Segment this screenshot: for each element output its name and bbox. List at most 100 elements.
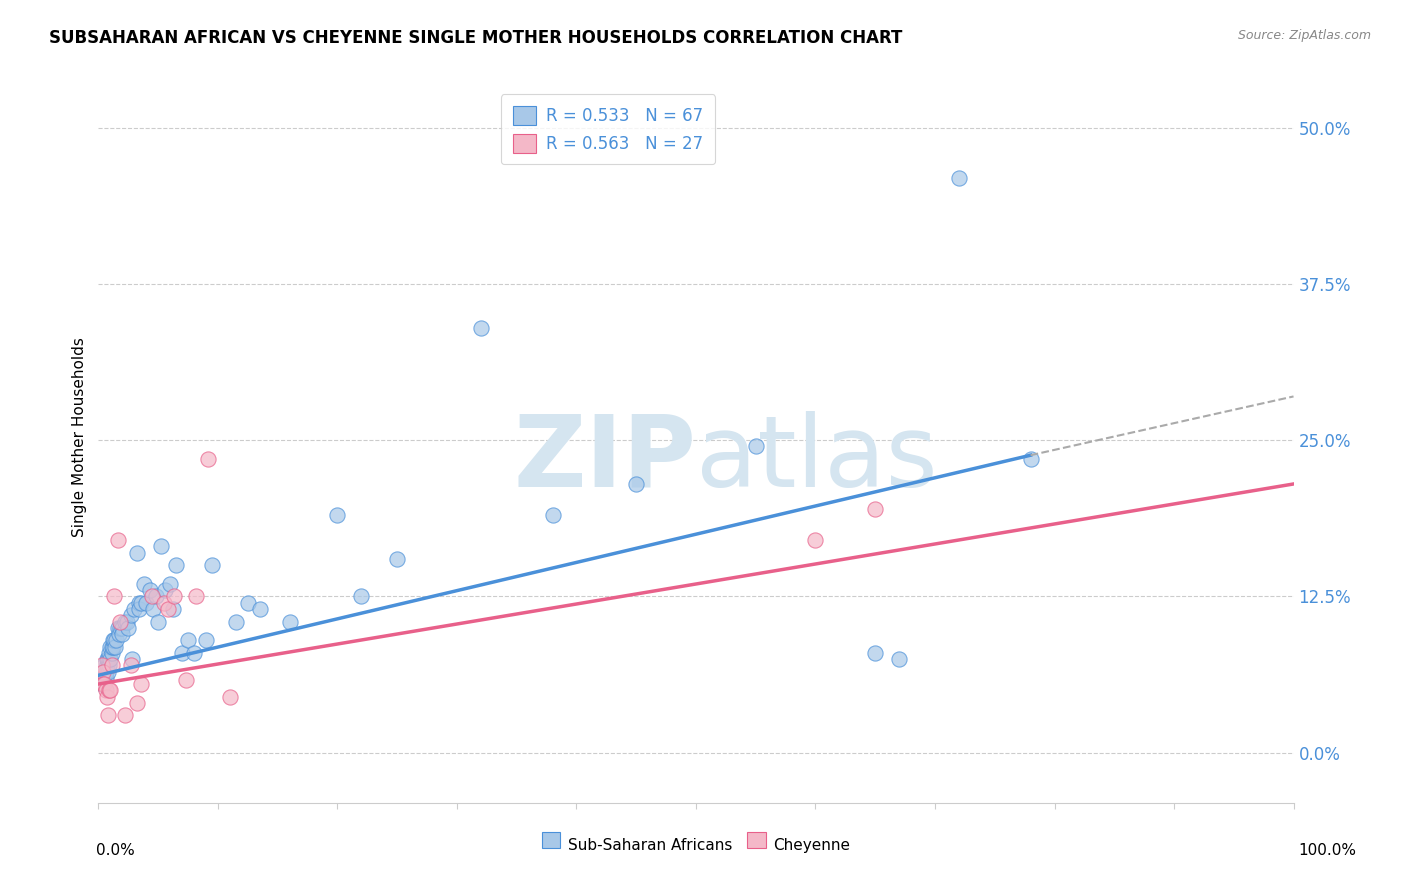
Sub-Saharan Africans bbox=[94, 671, 117, 685]
Sub-Saharan Africans bbox=[103, 633, 125, 648]
Sub-Saharan Africans bbox=[201, 558, 224, 573]
Cheyenne bbox=[91, 658, 114, 673]
Sub-Saharan Africans bbox=[100, 640, 122, 654]
Cheyenne bbox=[141, 590, 163, 604]
Cheyenne bbox=[103, 590, 125, 604]
Cheyenne bbox=[107, 533, 129, 548]
Sub-Saharan Africans bbox=[470, 320, 492, 334]
Sub-Saharan Africans bbox=[145, 590, 167, 604]
Sub-Saharan Africans bbox=[626, 477, 648, 491]
Sub-Saharan Africans bbox=[155, 583, 177, 598]
Y-axis label: Single Mother Households: Single Mother Households bbox=[72, 337, 87, 537]
Sub-Saharan Africans bbox=[149, 540, 172, 554]
Sub-Saharan Africans bbox=[177, 633, 200, 648]
Sub-Saharan Africans bbox=[101, 640, 124, 654]
Sub-Saharan Africans bbox=[165, 558, 187, 573]
Cheyenne bbox=[94, 683, 117, 698]
Sub-Saharan Africans bbox=[172, 646, 194, 660]
Sub-Saharan Africans bbox=[91, 677, 114, 691]
Cheyenne bbox=[96, 690, 118, 704]
Sub-Saharan Africans bbox=[98, 658, 121, 673]
Sub-Saharan Africans bbox=[114, 615, 136, 629]
Cheyenne bbox=[108, 615, 131, 629]
Sub-Saharan Africans bbox=[236, 596, 259, 610]
Sub-Saharan Africans bbox=[105, 633, 128, 648]
Cheyenne bbox=[865, 502, 887, 516]
Cheyenne bbox=[97, 708, 120, 723]
Cheyenne bbox=[131, 677, 153, 691]
Text: SUBSAHARAN AFRICAN VS CHEYENNE SINGLE MOTHER HOUSEHOLDS CORRELATION CHART: SUBSAHARAN AFRICAN VS CHEYENNE SINGLE MO… bbox=[49, 29, 903, 46]
Sub-Saharan Africans bbox=[98, 652, 122, 666]
Sub-Saharan Africans bbox=[326, 508, 349, 523]
Text: ZIP: ZIP bbox=[513, 410, 696, 508]
Sub-Saharan Africans bbox=[107, 627, 129, 641]
Sub-Saharan Africans bbox=[120, 608, 142, 623]
Sub-Saharan Africans bbox=[98, 646, 121, 660]
Sub-Saharan Africans bbox=[1019, 452, 1042, 467]
Sub-Saharan Africans bbox=[108, 621, 131, 635]
Cheyenne bbox=[219, 690, 242, 704]
Sub-Saharan Africans bbox=[148, 615, 170, 629]
Sub-Saharan Africans bbox=[350, 590, 373, 604]
Cheyenne bbox=[120, 658, 142, 673]
Sub-Saharan Africans bbox=[865, 646, 887, 660]
Sub-Saharan Africans bbox=[94, 665, 117, 679]
Sub-Saharan Africans bbox=[107, 621, 129, 635]
Cheyenne bbox=[156, 602, 179, 616]
Sub-Saharan Africans bbox=[125, 546, 148, 560]
Sub-Saharan Africans bbox=[97, 665, 120, 679]
Cheyenne bbox=[163, 590, 186, 604]
Sub-Saharan Africans bbox=[225, 615, 247, 629]
Text: Source: ZipAtlas.com: Source: ZipAtlas.com bbox=[1237, 29, 1371, 42]
Sub-Saharan Africans bbox=[183, 646, 205, 660]
Sub-Saharan Africans bbox=[889, 652, 911, 666]
Sub-Saharan Africans bbox=[124, 602, 146, 616]
Sub-Saharan Africans bbox=[159, 577, 181, 591]
Sub-Saharan Africans bbox=[948, 170, 970, 185]
Sub-Saharan Africans bbox=[111, 627, 134, 641]
Sub-Saharan Africans bbox=[93, 665, 115, 679]
Cheyenne bbox=[114, 708, 136, 723]
Sub-Saharan Africans bbox=[104, 640, 127, 654]
Cheyenne bbox=[186, 590, 208, 604]
Cheyenne bbox=[93, 677, 115, 691]
Cheyenne bbox=[91, 677, 114, 691]
Sub-Saharan Africans bbox=[128, 602, 150, 616]
Sub-Saharan Africans bbox=[117, 621, 139, 635]
Sub-Saharan Africans bbox=[128, 596, 150, 610]
Text: 0.0%: 0.0% bbox=[96, 843, 135, 858]
Sub-Saharan Africans bbox=[101, 633, 124, 648]
Sub-Saharan Africans bbox=[97, 652, 120, 666]
Cheyenne bbox=[91, 665, 114, 679]
Sub-Saharan Africans bbox=[98, 640, 122, 654]
Sub-Saharan Africans bbox=[96, 652, 118, 666]
Sub-Saharan Africans bbox=[249, 602, 271, 616]
Sub-Saharan Africans bbox=[745, 440, 768, 454]
Cheyenne bbox=[125, 696, 148, 710]
Text: atlas: atlas bbox=[696, 410, 938, 508]
Sub-Saharan Africans bbox=[131, 596, 153, 610]
Sub-Saharan Africans bbox=[162, 602, 184, 616]
Sub-Saharan Africans bbox=[111, 621, 134, 635]
Sub-Saharan Africans bbox=[96, 658, 118, 673]
Sub-Saharan Africans bbox=[135, 596, 157, 610]
Cheyenne bbox=[98, 683, 122, 698]
Sub-Saharan Africans bbox=[142, 602, 165, 616]
Sub-Saharan Africans bbox=[139, 583, 162, 598]
Sub-Saharan Africans bbox=[100, 646, 122, 660]
Cheyenne bbox=[98, 683, 121, 698]
Cheyenne bbox=[804, 533, 827, 548]
Cheyenne bbox=[100, 658, 122, 673]
Sub-Saharan Africans bbox=[541, 508, 564, 523]
Cheyenne bbox=[174, 673, 197, 688]
Cheyenne bbox=[153, 596, 176, 610]
Sub-Saharan Africans bbox=[121, 652, 143, 666]
Cheyenne bbox=[197, 452, 219, 467]
Sub-Saharan Africans bbox=[195, 633, 218, 648]
Sub-Saharan Africans bbox=[385, 552, 409, 566]
Sub-Saharan Africans bbox=[93, 658, 115, 673]
Text: 100.0%: 100.0% bbox=[1299, 843, 1357, 858]
Sub-Saharan Africans bbox=[132, 577, 155, 591]
Sub-Saharan Africans bbox=[278, 615, 301, 629]
Sub-Saharan Africans bbox=[91, 671, 114, 685]
